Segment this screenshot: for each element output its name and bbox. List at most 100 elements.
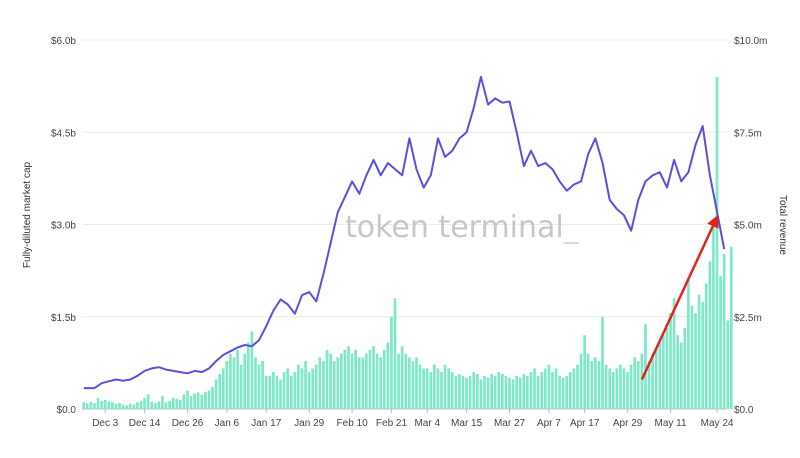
revenue-bar: [583, 335, 586, 409]
revenue-bar: [168, 400, 171, 409]
revenue-bar: [218, 373, 222, 409]
revenue-bar: [336, 357, 340, 409]
right-axis-title: Total revenue: [777, 195, 788, 255]
revenue-bar: [82, 402, 86, 409]
revenue-bar: [658, 342, 662, 409]
revenue-bar: [461, 375, 465, 409]
revenue-bar: [257, 364, 261, 409]
revenue-bar: [654, 349, 658, 409]
x-tick-label: Apr 17: [570, 418, 600, 429]
right-tick-label: $10.0m: [734, 36, 767, 47]
revenue-bar: [304, 361, 307, 409]
x-tick-label: Feb 21: [376, 418, 408, 429]
revenue-bar: [497, 372, 501, 409]
revenue-bar: [436, 368, 440, 409]
market-cap-line: [83, 75, 726, 390]
revenue-bar: [687, 279, 690, 409]
trend-arrow: [640, 214, 719, 381]
left-tick-label: $1.5b: [51, 313, 76, 324]
revenue-bar: [143, 397, 146, 409]
revenue-bar: [586, 353, 590, 409]
revenue-bar: [515, 375, 518, 409]
revenue-bar: [161, 396, 164, 409]
revenue-bar: [712, 224, 715, 409]
revenue-bar: [475, 373, 479, 409]
revenue-bar: [314, 364, 318, 409]
revenue-bar: [393, 298, 397, 409]
revenue-bar: [472, 372, 476, 409]
revenue-bar: [347, 346, 350, 409]
revenue-bar: [361, 357, 365, 409]
x-tick-label: Jan 29: [294, 418, 324, 429]
revenue-bar: [572, 368, 576, 409]
revenue-bar: [275, 375, 279, 409]
revenue-bar: [272, 372, 275, 409]
left-axis-title: Fully-diluted market cap: [22, 161, 33, 268]
revenue-bar: [365, 353, 368, 409]
revenue-bar: [136, 402, 139, 409]
revenue-bar: [429, 372, 433, 409]
x-tick-label: Dec 3: [92, 418, 119, 429]
revenue-bar: [307, 372, 311, 409]
revenue-bar: [594, 357, 597, 409]
revenue-bar: [103, 399, 107, 409]
right-tick-label: $7.5m: [734, 128, 762, 139]
revenue-bar: [128, 403, 132, 409]
revenue-bar: [350, 353, 354, 409]
revenue-bar: [669, 313, 672, 409]
revenue-bar: [343, 349, 347, 409]
revenue-bar: [719, 276, 722, 409]
revenue-bar: [146, 394, 150, 409]
revenue-bar: [604, 364, 608, 409]
revenue-bar: [289, 375, 293, 409]
revenue-bar: [540, 372, 544, 409]
left-tick-label: $6.0b: [51, 36, 76, 47]
revenue-bar: [93, 403, 96, 409]
revenue-bar: [340, 353, 343, 409]
revenue-bar: [236, 349, 239, 409]
revenue-bar: [722, 254, 726, 409]
revenue-bar: [468, 375, 472, 409]
revenue-bar: [264, 375, 268, 409]
revenue-bar: [536, 375, 540, 409]
revenue-bar: [196, 392, 200, 409]
revenue-bar: [85, 403, 89, 409]
revenue-bar: [193, 393, 196, 409]
revenue-bar: [386, 342, 390, 409]
revenue-bar: [239, 364, 243, 409]
revenue-bar: [318, 357, 322, 409]
revenue-bar: [200, 394, 204, 409]
revenue-bar: [297, 364, 300, 409]
revenue-bar: [547, 364, 551, 409]
revenue-bar: [357, 357, 361, 409]
revenue-bar: [221, 368, 225, 409]
right-tick-label: $0.0: [734, 405, 754, 416]
x-tick-label: Jan 17: [251, 418, 281, 429]
revenue-bar: [704, 283, 708, 409]
watermark-suffix: _: [563, 210, 580, 245]
revenue-bar: [111, 402, 114, 409]
revenue-bar: [157, 401, 161, 409]
revenue-bar: [164, 402, 168, 409]
revenue-bar: [683, 327, 687, 409]
left-tick-label: $3.0b: [51, 221, 76, 232]
revenue-bar: [286, 368, 290, 409]
revenue-bar: [207, 390, 211, 409]
revenue-bar: [397, 353, 400, 409]
revenue-bar: [533, 368, 536, 409]
revenue-bar: [443, 364, 447, 409]
revenue-bar: [601, 316, 604, 409]
x-tick-label: Mar 4: [414, 418, 440, 429]
revenue-bar: [418, 364, 422, 409]
revenue-bar: [268, 375, 272, 409]
revenue-bar: [300, 368, 304, 409]
revenue-bar: [175, 398, 179, 409]
revenue-bar: [440, 372, 443, 409]
right-tick-label: $2.5m: [734, 313, 762, 324]
revenue-bar: [125, 405, 129, 409]
revenue-bar: [486, 377, 490, 409]
revenue-bar: [626, 372, 629, 409]
revenue-bar: [662, 335, 665, 409]
revenue-bar: [622, 368, 626, 409]
revenue-bar: [543, 368, 547, 409]
